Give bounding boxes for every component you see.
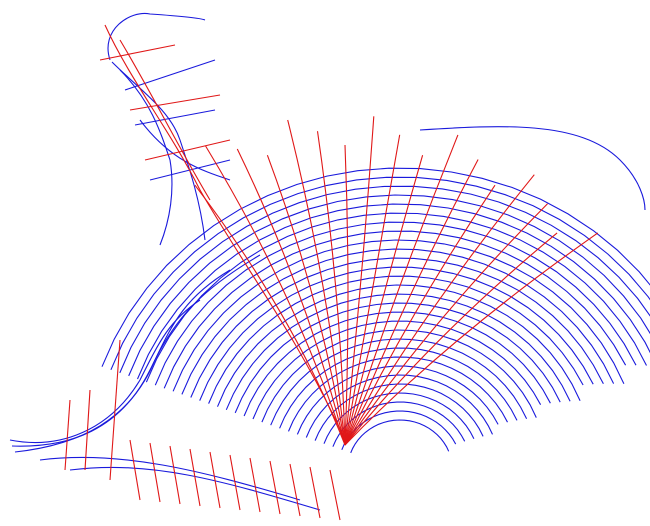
red-curve: [344, 203, 548, 446]
blue-curve: [225, 293, 571, 411]
blue-curve: [101, 167, 650, 367]
blue-curve: [216, 284, 581, 407]
blue-curve: [181, 248, 615, 395]
red-curve: [129, 439, 141, 501]
red-curve: [229, 454, 241, 511]
red-curve: [287, 119, 346, 446]
red-curve: [344, 232, 558, 446]
red-curve: [84, 389, 91, 471]
red-curve: [344, 155, 424, 446]
red-curve: [289, 463, 301, 517]
blue-curve: [332, 401, 466, 447]
blue-curve: [11, 269, 231, 447]
red-curve: [129, 94, 221, 111]
red-curve: [109, 339, 121, 481]
red-curve: [344, 232, 599, 446]
blue-curve: [124, 59, 216, 91]
red-curve: [266, 155, 346, 446]
red-curve: [64, 399, 71, 471]
red-curve: [144, 139, 231, 161]
red-curve: [209, 451, 221, 509]
blue-curve: [139, 119, 231, 181]
blue-curve: [199, 266, 594, 401]
blue-curve: [270, 338, 528, 426]
blue-curve: [145, 212, 647, 383]
blue-curve: [163, 230, 627, 389]
red-curve: [149, 442, 161, 503]
red-curve: [169, 445, 181, 505]
red-curve: [189, 448, 201, 507]
blue-curve: [287, 356, 508, 432]
red-curve: [236, 148, 346, 446]
blue-curve: [419, 126, 646, 211]
blue-curve: [149, 159, 231, 181]
blue-curve: [107, 12, 206, 61]
red-curve: [344, 134, 401, 446]
blue-curve: [172, 239, 625, 392]
red-curve: [205, 145, 346, 446]
blue-curve: [119, 69, 173, 246]
blue-curve: [119, 185, 650, 374]
blue-curve: [69, 466, 321, 511]
blue-curve: [128, 194, 650, 377]
blue-curve: [261, 329, 537, 423]
blue-curve: [208, 275, 584, 404]
blue-curve: [243, 311, 551, 417]
blue-curve: [134, 109, 216, 126]
blue-curve: [252, 320, 542, 420]
red-curve: [194, 184, 346, 446]
blue-curve: [350, 419, 450, 454]
red-curve: [316, 131, 346, 446]
blue-curve: [111, 61, 206, 241]
red-curve: [344, 144, 349, 446]
red-curve: [344, 159, 479, 446]
blue-curve: [136, 203, 650, 380]
red-curve: [99, 44, 176, 61]
blue-curve: [39, 456, 301, 501]
blue-curve: [305, 374, 493, 438]
red-curves: [64, 24, 599, 521]
red-curve: [344, 116, 375, 446]
red-curve: [344, 184, 496, 446]
red-curve: [329, 469, 341, 521]
red-curve: [249, 457, 261, 513]
blue-curve: [110, 176, 650, 371]
blue-curve: [154, 221, 637, 386]
blue-curve: [14, 254, 261, 453]
blue-curve: [190, 257, 604, 398]
red-curve: [269, 460, 281, 515]
red-curve: [344, 174, 535, 446]
blue-curves: [9, 12, 650, 511]
red-curve: [309, 466, 321, 519]
red-curve: [119, 39, 211, 201]
red-curve: [344, 134, 459, 446]
